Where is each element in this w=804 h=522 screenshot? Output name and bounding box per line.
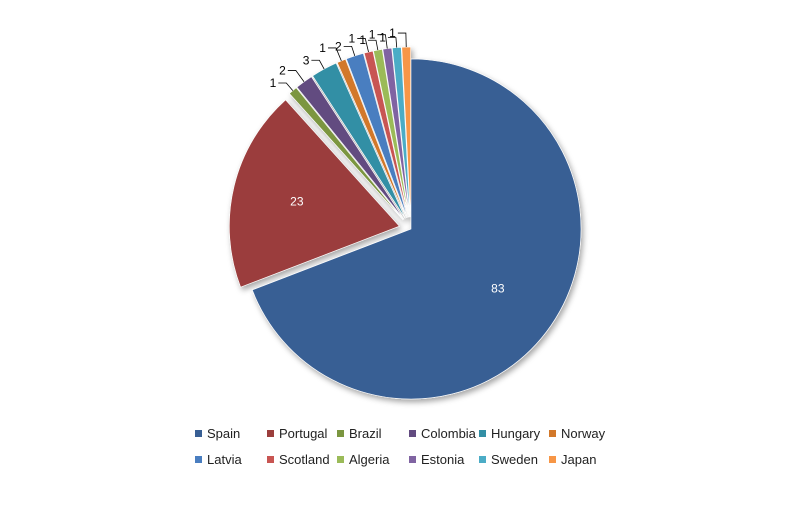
leader-line-scotland bbox=[357, 38, 369, 53]
leader-line-hungary bbox=[311, 59, 325, 70]
legend-item-estonia: Estonia bbox=[409, 452, 464, 468]
legend-label: Portugal bbox=[279, 426, 328, 441]
legend-swatch bbox=[479, 456, 486, 463]
data-label-portugal: 23 bbox=[290, 195, 304, 209]
leader-line-japan bbox=[397, 32, 407, 48]
legend-label: Latvia bbox=[207, 452, 242, 467]
leader-line-colombia bbox=[287, 70, 305, 82]
legend-swatch bbox=[267, 456, 274, 463]
legend-swatch bbox=[337, 430, 344, 437]
legend-label: Algeria bbox=[349, 452, 390, 467]
legend-item-portugal: Portugal bbox=[267, 426, 327, 442]
pie-slice-portugal bbox=[229, 99, 400, 288]
legend-item-colombia: Colombia bbox=[409, 426, 476, 442]
data-label-spain: 83 bbox=[491, 282, 505, 296]
data-label-algeria: 1 bbox=[359, 33, 366, 47]
legend-swatch bbox=[337, 456, 344, 463]
pie-slice-japan bbox=[401, 46, 411, 218]
legend-swatch bbox=[479, 430, 486, 437]
data-label-colombia: 2 bbox=[279, 63, 286, 77]
pie-slice-spain bbox=[251, 58, 582, 400]
legend-item-brazil: Brazil bbox=[337, 426, 382, 442]
data-label-japan: 1 bbox=[389, 26, 396, 40]
pie-slices bbox=[229, 46, 582, 400]
legend-swatch bbox=[549, 430, 556, 437]
leader-line-sweden bbox=[387, 37, 398, 48]
legend-swatch bbox=[549, 456, 556, 463]
legend-label: Estonia bbox=[421, 452, 465, 467]
data-label-latvia: 2 bbox=[335, 39, 342, 53]
legend-label: Sweden bbox=[491, 452, 538, 467]
pie-slice-sweden bbox=[391, 46, 411, 218]
leader-line-estonia bbox=[377, 34, 388, 49]
legend-item-latvia: Latvia bbox=[195, 452, 242, 468]
legend-label: Norway bbox=[561, 426, 606, 441]
data-label-norway: 1 bbox=[319, 41, 326, 55]
pie-slice-latvia bbox=[345, 53, 408, 218]
data-label-brazil: 1 bbox=[270, 76, 277, 90]
leader-line-norway bbox=[327, 47, 342, 62]
legend-label: Colombia bbox=[421, 426, 476, 441]
legend-label: Hungary bbox=[491, 426, 541, 441]
legend-item-sweden: Sweden bbox=[479, 452, 538, 468]
legend-label: Brazil bbox=[349, 426, 382, 441]
pie-slice-scotland bbox=[363, 50, 409, 218]
legend-swatch bbox=[195, 430, 202, 437]
data-label-sweden: 1 bbox=[379, 31, 386, 45]
legend-swatch bbox=[267, 430, 274, 437]
data-label-scotland: 1 bbox=[349, 31, 356, 45]
pie-slice-norway bbox=[336, 58, 407, 219]
data-label-estonia: 1 bbox=[369, 28, 376, 42]
legend-swatch bbox=[409, 456, 416, 463]
legend-item-hungary: Hungary bbox=[479, 426, 540, 442]
legend-label: Japan bbox=[561, 452, 597, 467]
legend-label: Scotland bbox=[279, 452, 330, 467]
legend-swatch bbox=[409, 430, 416, 437]
legend-item-spain: Spain bbox=[195, 426, 240, 442]
legend-item-scotland: Scotland bbox=[267, 452, 330, 468]
leader-line-algeria bbox=[368, 39, 379, 51]
leader-line-brazil bbox=[278, 82, 294, 91]
legend-item-norway: Norway bbox=[549, 426, 605, 442]
leader-line-latvia bbox=[343, 45, 356, 57]
legend-item-japan: Japan bbox=[549, 452, 596, 468]
legend-item-algeria: Algeria bbox=[337, 452, 389, 468]
legend-label: Spain bbox=[207, 426, 241, 441]
data-label-hungary: 3 bbox=[303, 53, 310, 67]
legend-swatch bbox=[195, 456, 202, 463]
pie-slice-colombia bbox=[296, 76, 405, 220]
